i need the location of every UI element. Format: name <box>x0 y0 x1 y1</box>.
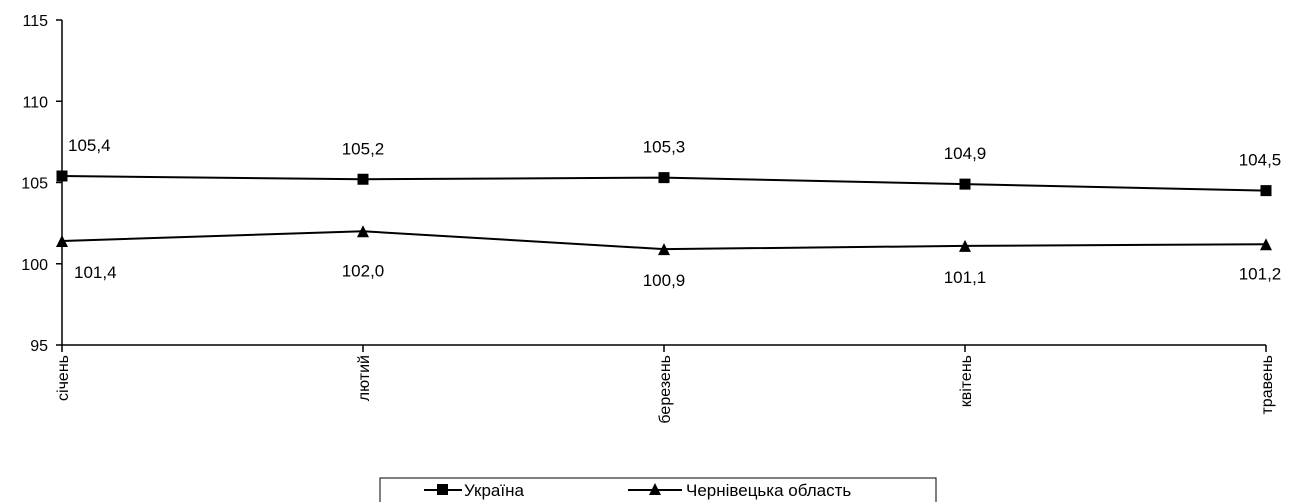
data-label: 101,2 <box>1239 264 1282 283</box>
data-point-square <box>56 170 68 182</box>
y-tick-label: 115 <box>22 13 48 30</box>
data-label: 102,0 <box>342 261 385 280</box>
axes: 95 100 105 110 115 січень лютий березень квітень… <box>21 13 1276 424</box>
x-tick-label: березень <box>657 355 674 424</box>
x-tick-label: лютий <box>356 355 373 401</box>
data-point-triangle <box>658 243 670 256</box>
data-label: 105,3 <box>643 138 686 157</box>
data-point-triangle <box>357 225 369 238</box>
data-point-square <box>658 172 670 184</box>
data-point-square <box>1260 185 1272 197</box>
data-label: 101,1 <box>944 268 987 287</box>
x-tick-label: квітень <box>958 355 975 407</box>
y-tick-label: 100 <box>21 257 48 274</box>
data-label: 100,9 <box>643 271 686 290</box>
x-tick-label: травень <box>1259 355 1276 415</box>
y-tick-label: 95 <box>30 338 48 355</box>
data-label: 105,2 <box>342 139 385 158</box>
legend: Україна Чернівецька область <box>379 477 937 502</box>
data-point-square <box>357 173 369 185</box>
data-label: 101,4 <box>74 263 117 282</box>
data-point-triangle <box>959 239 971 252</box>
data-label: 104,5 <box>1239 151 1282 170</box>
data-point-triangle <box>56 235 68 247</box>
series-layer <box>56 170 1272 256</box>
x-tick-label: січень <box>55 355 72 401</box>
legend-triangle-marker-icon <box>649 483 661 495</box>
legend-label-chernivtsi: Чернівецька область <box>686 481 851 500</box>
data-labels: 105,4 105,2 105,3 104,9 104,5 101,4 102,0 100,9… <box>68 136 1281 290</box>
y-tick-label: 110 <box>22 94 48 111</box>
data-label: 105,4 <box>68 136 111 155</box>
data-point-square <box>959 178 971 190</box>
legend-square-marker-icon <box>437 484 448 495</box>
data-label: 104,9 <box>944 144 987 163</box>
data-point-triangle <box>1260 238 1272 251</box>
legend-label-ukraine: Україна <box>464 481 524 500</box>
y-tick-label: 105 <box>21 176 48 193</box>
